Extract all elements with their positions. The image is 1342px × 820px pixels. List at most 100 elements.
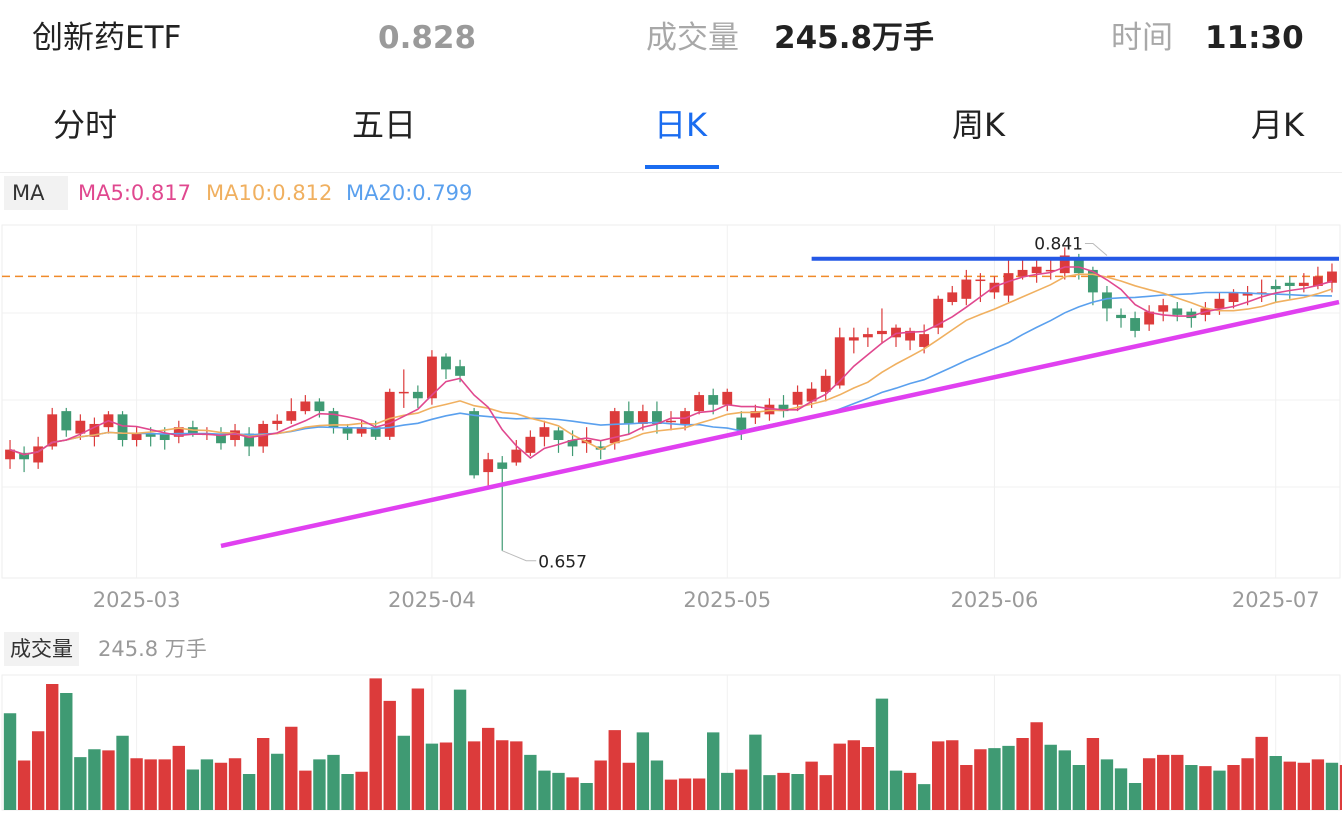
tab-intraday[interactable]: 分时 <box>53 106 118 144</box>
candle-body <box>1186 311 1197 319</box>
candle-body <box>427 356 437 399</box>
volume-bar <box>1199 766 1212 810</box>
candle-body <box>356 427 367 434</box>
volume-bar <box>1016 738 1029 810</box>
volume-bar <box>932 741 945 810</box>
candle-body <box>244 433 255 447</box>
x-tick-label: 2025-03 <box>93 588 181 612</box>
volume-bar <box>580 783 593 810</box>
volume-bar <box>1311 759 1325 810</box>
candle-body <box>623 411 634 424</box>
volume-bar <box>1227 765 1240 810</box>
volume-bar <box>749 734 762 810</box>
volume-bar <box>524 754 537 810</box>
candle-body <box>19 452 30 460</box>
volume-bar <box>889 770 903 810</box>
volume-bar <box>17 760 31 810</box>
volume-bar <box>172 745 185 810</box>
ma10-value: MA10:0.812 <box>206 181 333 205</box>
volume-bar <box>271 753 284 810</box>
volume-bar <box>116 735 129 810</box>
candle-body <box>694 395 705 412</box>
candle-body <box>441 356 451 370</box>
x-tick-label: 2025-07 <box>1232 588 1320 612</box>
candle-body <box>1298 282 1309 286</box>
candle-body <box>131 433 142 441</box>
volume-bar <box>1269 756 1282 810</box>
volume-bar <box>847 740 861 810</box>
volume-bar <box>1114 768 1128 810</box>
volume-bar <box>313 759 326 810</box>
active-tab-indicator <box>645 165 719 169</box>
candle-body <box>1158 305 1169 312</box>
candle-body <box>848 337 859 341</box>
candle-body <box>609 411 620 444</box>
candle-body <box>230 430 240 441</box>
candle-body <box>1284 282 1295 286</box>
volume-bar <box>1142 758 1156 810</box>
candle-body <box>5 449 15 460</box>
volume-bar <box>875 698 889 810</box>
volume-bar <box>721 772 734 810</box>
candle-body <box>975 279 986 282</box>
ma5-value: MA5:0.817 <box>78 181 192 205</box>
volume-legend-value: 245.8 万手 <box>98 637 207 661</box>
volume-bar <box>285 726 298 810</box>
volume-bar <box>622 762 635 810</box>
candle-body <box>370 427 381 437</box>
volume-bar <box>1072 765 1086 810</box>
candle-body <box>792 391 803 405</box>
candle-body <box>722 391 733 405</box>
candle-body <box>1017 269 1028 277</box>
period-tabs: 分时 五日 日K 周K 月K <box>0 82 1342 173</box>
candle-body <box>173 427 184 437</box>
candle-body <box>286 411 297 421</box>
candle-body <box>1059 255 1070 274</box>
candle-body <box>947 292 958 303</box>
volume-bar <box>566 777 579 810</box>
low-annotation-label: 0.657 <box>538 553 587 573</box>
volume-bar <box>650 760 664 810</box>
candle-body <box>1270 285 1281 290</box>
volume-bar <box>1339 765 1342 810</box>
volume-badge[interactable]: 成交量 <box>4 632 79 666</box>
volume-bar <box>903 772 917 810</box>
volume-bar <box>355 771 368 810</box>
volume-value: 245.8万手 <box>774 20 935 56</box>
volume-bar <box>763 775 776 810</box>
candle-body <box>75 420 86 434</box>
time-label: 时间 <box>1111 20 1173 56</box>
candle-body <box>89 423 100 437</box>
candle-body <box>1102 292 1112 309</box>
volume-bar <box>31 731 45 810</box>
volume-bar <box>341 774 354 810</box>
time-value: 11:30 <box>1205 20 1304 56</box>
volume-bar <box>1002 745 1015 810</box>
candle-body <box>1116 314 1126 319</box>
volume-bar <box>510 741 523 810</box>
candle-body <box>216 433 226 444</box>
volume-bar <box>411 688 425 810</box>
volume-bar <box>988 748 1001 810</box>
volume-bar <box>594 760 607 810</box>
candle-body <box>497 462 508 469</box>
quote-header: 创新药ETF 0.828 成交量 245.8万手 时间 11:30 <box>0 0 1342 80</box>
candle-body <box>1144 311 1155 325</box>
tab-weekly-k[interactable]: 周K <box>952 106 1005 144</box>
volume-bar <box>369 678 382 810</box>
volume-bar <box>327 754 340 810</box>
volume-bar <box>3 713 17 810</box>
candle-body <box>47 414 58 447</box>
low-annotation-leader <box>502 550 537 562</box>
volume-bar <box>1100 759 1114 810</box>
x-tick-label: 2025-04 <box>388 588 476 612</box>
tab-five-day[interactable]: 五日 <box>352 106 417 144</box>
tab-monthly-k[interactable]: 月K <box>1251 106 1304 144</box>
candle-body <box>933 298 944 328</box>
ma-badge[interactable]: MA <box>4 176 68 210</box>
volume-bar <box>60 693 73 810</box>
volume-bar <box>397 735 410 810</box>
tab-daily-k[interactable]: 日K <box>654 106 707 144</box>
candle-body <box>764 404 775 415</box>
